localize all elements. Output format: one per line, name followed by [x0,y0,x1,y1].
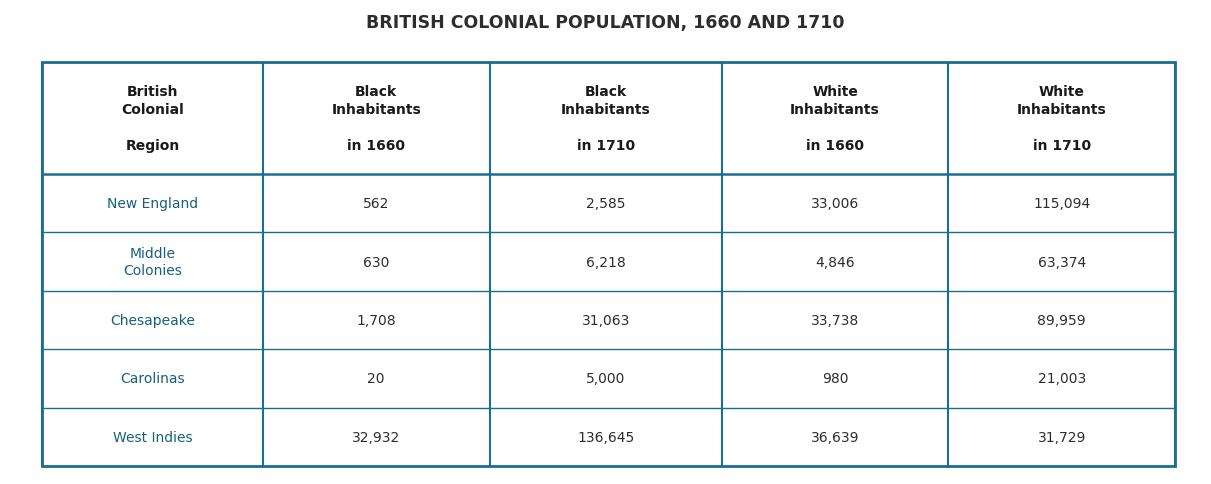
Text: 33,006: 33,006 [811,197,860,211]
Text: 630: 630 [363,255,390,269]
Text: 2,585: 2,585 [586,197,625,211]
Text: Chesapeake: Chesapeake [110,313,195,327]
Text: 20: 20 [367,372,385,386]
Text: 136,645: 136,645 [578,430,635,444]
Text: White
Inhabitants

in 1660: White Inhabitants in 1660 [791,85,880,152]
Text: 31,729: 31,729 [1038,430,1086,444]
Text: 21,003: 21,003 [1038,372,1086,386]
Text: 1,708: 1,708 [356,313,396,327]
Text: 4,846: 4,846 [815,255,855,269]
Text: 31,063: 31,063 [581,313,630,327]
Text: White
Inhabitants

in 1710: White Inhabitants in 1710 [1017,85,1107,152]
Bar [42,63,1175,466]
Text: 89,959: 89,959 [1038,313,1086,327]
Text: Middle
Colonies: Middle Colonies [124,246,182,278]
Text: 32,932: 32,932 [352,430,401,444]
Text: 115,094: 115,094 [1033,197,1090,211]
Text: 6,218: 6,218 [586,255,626,269]
Text: 63,374: 63,374 [1038,255,1086,269]
Text: 36,639: 36,639 [811,430,860,444]
Text: British
Colonial

Region: British Colonial Region [121,85,184,152]
Text: New England: New England [107,197,199,211]
Text: BRITISH COLONIAL POPULATION, 1660 AND 1710: BRITISH COLONIAL POPULATION, 1660 AND 17… [366,14,845,32]
Text: Black
Inhabitants

in 1710: Black Inhabitants in 1710 [561,85,650,152]
Text: Black
Inhabitants

in 1660: Black Inhabitants in 1660 [332,85,421,152]
Text: West Indies: West Indies [113,430,193,444]
Text: 562: 562 [363,197,390,211]
Text: Carolinas: Carolinas [120,372,185,386]
Text: 5,000: 5,000 [586,372,625,386]
Text: 980: 980 [822,372,849,386]
Text: 33,738: 33,738 [811,313,860,327]
